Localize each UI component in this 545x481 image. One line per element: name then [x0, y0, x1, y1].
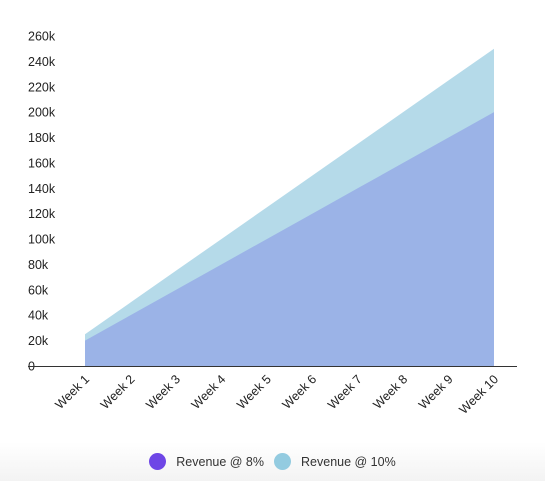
x-tick-label: Week 4 — [189, 372, 229, 412]
x-tick-label: Week 7 — [325, 372, 365, 412]
x-tick-label: Week 9 — [416, 372, 456, 412]
chart-plot-area — [85, 48, 494, 367]
y-tick-label: 140k — [28, 182, 56, 196]
y-tick-label: 20k — [28, 334, 49, 348]
x-tick-label: Week 2 — [98, 372, 138, 412]
x-tick-label: Week 1 — [52, 372, 92, 412]
legend-item[interactable]: Revenue @ 8% — [149, 453, 264, 470]
y-tick-label: 100k — [28, 233, 56, 247]
x-tick-label: Week 3 — [143, 372, 183, 412]
y-tick-label: 120k — [28, 207, 56, 221]
x-tick-label: Week 6 — [280, 372, 320, 412]
legend-item[interactable]: Revenue @ 10% — [274, 453, 396, 470]
y-tick-label: 40k — [28, 309, 49, 323]
y-tick-label: 60k — [28, 283, 49, 297]
chart-legend: Revenue @ 8% Revenue @ 10% — [0, 442, 545, 481]
x-axis: Week 1 Week 2 Week 3 Week 4 Week 5 Week 6 Week… — [28, 366, 517, 417]
y-tick-label: 200k — [28, 106, 56, 120]
legend-label: Revenue @ 10% — [301, 454, 396, 469]
y-tick-label: 220k — [28, 80, 56, 94]
x-tick-label: Week 10 — [456, 372, 501, 417]
y-axis: 260k 240k 220k 200k 180k 160k 140k 120k 100k 80k 6… — [28, 30, 56, 374]
y-tick-label: 180k — [28, 131, 56, 145]
x-tick-label: Week 5 — [234, 372, 274, 412]
y-tick-label: 240k — [28, 55, 56, 69]
y-tick-label: 160k — [28, 156, 56, 170]
area-series-2 — [85, 112, 494, 367]
legend-swatch — [149, 453, 167, 470]
y-tick-label: 80k — [28, 258, 49, 272]
legend-swatch — [274, 453, 292, 470]
x-tick-label: Week 8 — [371, 372, 411, 412]
legend-label: Revenue @ 8% — [176, 454, 265, 469]
y-tick-label: 260k — [28, 30, 56, 44]
